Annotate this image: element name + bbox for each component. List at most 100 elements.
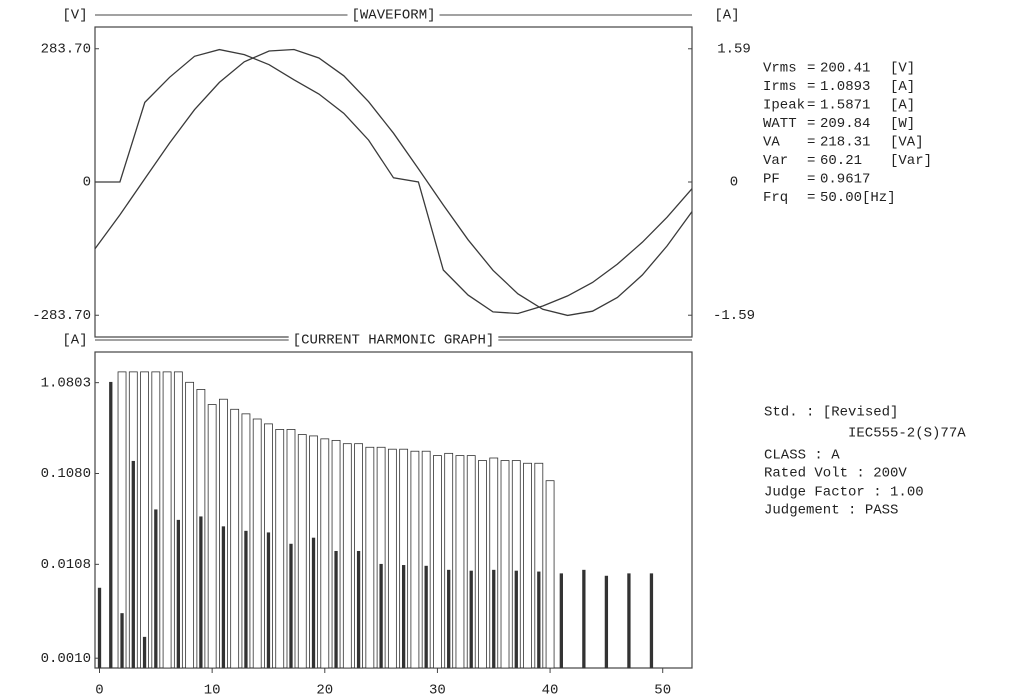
reading-sep: =: [807, 116, 815, 132]
y-tick-label: 1.0803: [41, 375, 91, 391]
harmonic-bar: [356, 550, 361, 669]
x-tick-label: 20: [316, 683, 333, 699]
reading-label: Ipeak: [763, 98, 805, 114]
harmonic-bar: [297, 434, 307, 669]
harmonic-bar: [334, 550, 338, 669]
harmonic-bar: [154, 509, 158, 669]
y2-tick-label: 0: [730, 175, 738, 191]
harmonic-bar: [97, 587, 102, 669]
waveform-line: [95, 48, 693, 315]
reading-sep: =: [807, 98, 815, 114]
y2-tick-label: -1.59: [713, 308, 755, 324]
harmonic-bar: [185, 381, 195, 669]
harmonic-bar: [252, 418, 262, 669]
standard-line: Std. : [Revised]: [764, 405, 898, 421]
reading-value: 50.00[Hz]: [820, 190, 896, 206]
y2-tick-label: 1.59: [717, 41, 751, 57]
harmonic-bar: [342, 443, 352, 669]
harmonic-bar: [455, 455, 465, 669]
harmonic-bar: [401, 565, 406, 669]
standard-line: Judge Factor : 1.00: [764, 485, 924, 501]
harmonic-bar: [545, 480, 555, 669]
chart-title: [WAVEFORM]: [351, 8, 435, 24]
reading-label: WATT: [763, 116, 797, 132]
harmonic-bar: [289, 543, 293, 669]
title-bg: [288, 332, 499, 349]
harmonic-bar: [478, 460, 487, 669]
reading-label: PF: [763, 172, 780, 188]
harmonic-bar: [320, 438, 330, 669]
standard-line: CLASS : A: [764, 448, 840, 464]
y-tick-label: 0.0108: [41, 557, 91, 573]
reading-sep: =: [807, 79, 815, 95]
harmonic-bar: [311, 537, 316, 669]
harmonic-bar: [162, 371, 172, 669]
x-tick-label: 10: [204, 683, 221, 699]
reading-value: 0.9617: [820, 172, 870, 188]
harmonic-bar: [492, 569, 496, 669]
reading-label: Irms: [763, 79, 797, 95]
harmonic-bar: [379, 563, 383, 669]
harmonic-bar: [523, 462, 532, 669]
y-tick-label: 283.70: [41, 41, 91, 57]
reading-unit: [W]: [890, 116, 915, 132]
harmonic-bar: [275, 429, 285, 669]
harmonic-bar: [410, 450, 420, 669]
reading-label: Vrms: [763, 61, 797, 77]
reading-sep: =: [807, 61, 815, 77]
y-tick-label: -283.70: [32, 308, 91, 324]
harmonic-bar: [537, 571, 541, 669]
y-axis-label: [A]: [62, 333, 87, 349]
harmonic-bar: [176, 519, 181, 669]
y-tick-label: 0.1080: [41, 466, 91, 482]
reading-sep: =: [807, 190, 815, 206]
x-tick-label: 30: [429, 683, 446, 699]
reading-label: VA: [763, 135, 780, 151]
harmonic-bar: [387, 448, 397, 669]
chart-title: [CURRENT HARMONIC GRAPH]: [293, 333, 495, 349]
reading-sep: =: [807, 135, 815, 151]
harmonic-bar: [559, 573, 563, 669]
harmonic-bar: [221, 526, 226, 669]
harmonic-bar: [582, 569, 586, 669]
reading-unit: [Var]: [890, 153, 932, 169]
title-bg: [347, 7, 440, 24]
y2-axis-label: [A]: [714, 8, 739, 24]
harmonic-bar: [627, 573, 631, 669]
harmonic-bar: [604, 575, 609, 669]
reading-label: Var: [763, 153, 788, 169]
reading-value: 60.21: [820, 153, 862, 169]
harmonic-bar: [447, 569, 451, 669]
x-tick-label: 40: [542, 683, 559, 699]
reading-unit: [A]: [890, 98, 915, 114]
harmonic-bar: [365, 446, 375, 669]
harmonic-bar: [649, 573, 654, 669]
harmonic-bar: [514, 570, 518, 669]
reading-value: 1.0893: [820, 79, 870, 95]
y-axis-label: [V]: [62, 8, 87, 24]
reading-value: 209.84: [820, 116, 870, 132]
harmonic-bar: [199, 516, 203, 669]
reading-value: 200.41: [820, 61, 870, 77]
reading-label: Frq: [763, 190, 788, 206]
harmonic-bar: [500, 460, 510, 669]
harmonic-bar: [140, 371, 149, 669]
harmonic-bar: [266, 532, 271, 669]
plot-frame: [94, 26, 693, 338]
reading-value: 1.5871: [820, 98, 870, 114]
harmonic-bar: [120, 613, 124, 669]
reading-sep: =: [807, 153, 815, 169]
reading-sep: =: [807, 172, 815, 188]
reading-value: 218.31: [820, 135, 870, 151]
standard-line: Rated Volt : 200V: [764, 466, 907, 482]
reading-unit: [A]: [890, 79, 915, 95]
harmonic-bar: [469, 570, 473, 669]
harmonic-bar: [230, 408, 240, 669]
y-tick-label: 0.0010: [41, 651, 91, 667]
harmonic-bar: [244, 530, 248, 669]
harmonic-bar: [131, 460, 135, 669]
harmonic-bar: [207, 404, 217, 669]
harmonic-bar: [109, 381, 113, 669]
